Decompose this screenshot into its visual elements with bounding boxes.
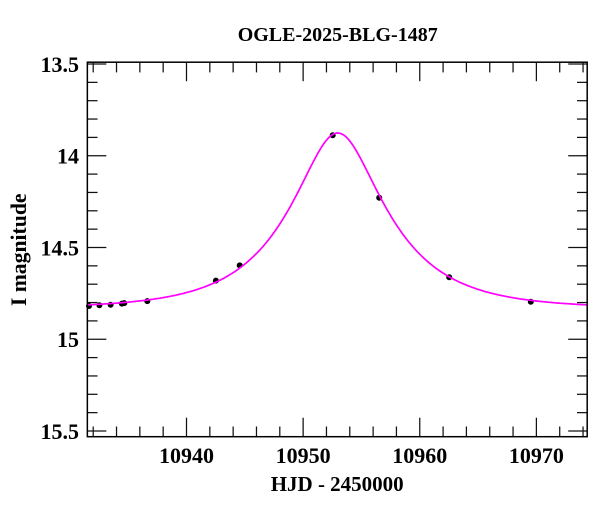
svg-text:10960: 10960 [392,443,447,468]
svg-text:OGLE-2025-BLG-1487: OGLE-2025-BLG-1487 [238,24,438,46]
svg-text:10940: 10940 [159,443,214,468]
svg-text:HJD - 2450000: HJD - 2450000 [271,472,404,496]
svg-text:10950: 10950 [276,443,331,468]
svg-text:10970: 10970 [509,443,564,468]
svg-text:14.5: 14.5 [41,235,80,260]
svg-text:I magnitude: I magnitude [7,193,31,306]
svg-text:15: 15 [57,327,79,352]
svg-text:15.5: 15.5 [41,419,80,444]
svg-text:14: 14 [57,144,79,169]
svg-text:13.5: 13.5 [41,52,80,77]
